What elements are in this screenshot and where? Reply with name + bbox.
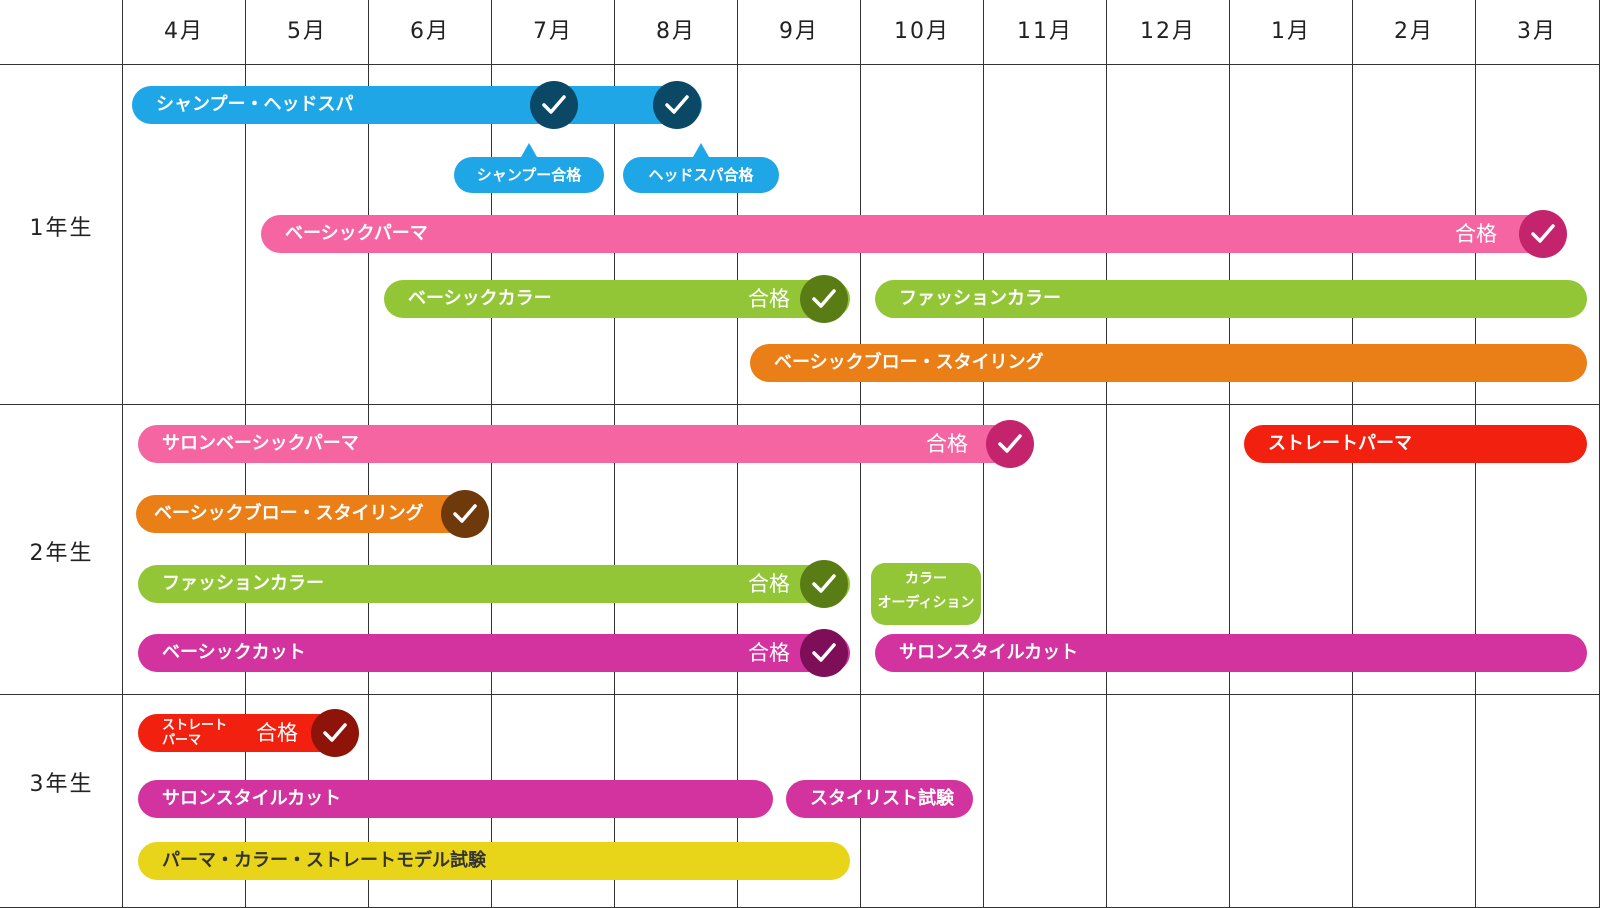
pass-label: 合格 (256, 721, 298, 745)
check-icon (530, 81, 578, 129)
month-label: 6月 (410, 19, 450, 44)
pass-label: 合格 (926, 432, 968, 456)
month-label: 1月 (1271, 19, 1311, 44)
check-icon (800, 560, 848, 608)
pass-label: 合格 (748, 641, 790, 665)
course-label: ベーシックパーマ (285, 223, 428, 244)
course-label: ベーシックカット (162, 642, 306, 663)
course-bar: ベーシックカラー 合格 (384, 280, 850, 318)
course-label: ファッションカラー (899, 288, 1061, 309)
course-bar: ファッションカラー 合格 (138, 565, 850, 603)
check-icon (800, 275, 848, 323)
course-label: パーマ・カラー・ストレートモデル試験 (162, 850, 486, 871)
course-label: ストレートパーマ (1268, 433, 1412, 454)
check-icon (653, 81, 701, 129)
month-label: 12月 (1140, 19, 1196, 44)
check-icon (441, 490, 489, 538)
month-label: 5月 (287, 19, 327, 44)
pass-label: 合格 (748, 287, 790, 311)
course-bar: ベーシックカット 合格 (138, 634, 850, 672)
year-label: 3年生 (29, 772, 94, 797)
course-bar: スタイリスト試験 (786, 780, 973, 818)
course-label: サロンスタイルカット (899, 642, 1079, 663)
grid-line (1106, 0, 1107, 908)
month-label: 3月 (1517, 19, 1557, 44)
grid-line (0, 404, 1600, 405)
pass-label: 合格 (748, 572, 790, 596)
course-label: サロンスタイルカット (162, 788, 342, 809)
pass-bubble: シャンプー合格 (454, 143, 604, 193)
course-bar: シャンプー・ヘッドスパ (132, 86, 702, 124)
course-label: ストレート パーマ (162, 718, 252, 748)
course-label: シャンプー・ヘッドスパ (156, 94, 354, 115)
course-bar: カラー オーディション (871, 563, 981, 625)
course-bar: ベーシックパーマ 合格 (261, 215, 1561, 253)
course-bar: サロンスタイルカット (875, 634, 1587, 672)
course-label-line: カラー (905, 571, 947, 587)
check-icon (1519, 210, 1567, 258)
course-label-line: オーディション (877, 595, 975, 611)
month-label: 9月 (779, 19, 819, 44)
course-label: スタイリスト試験 (810, 788, 954, 809)
grid-line (0, 694, 1600, 695)
month-label: 2月 (1394, 19, 1434, 44)
course-bar: ファッションカラー (875, 280, 1587, 318)
course-bar: サロンスタイルカット (138, 780, 773, 818)
course-label: サロンベーシックパーマ (162, 433, 359, 454)
course-label: カラー オーディション (871, 567, 981, 615)
pass-bubble: ヘッドスパ合格 (623, 143, 779, 193)
check-icon (986, 420, 1034, 468)
course-bar: ストレートパーマ (1244, 425, 1587, 463)
course-label: ベーシックカラー (408, 288, 552, 309)
month-label: 10月 (894, 19, 950, 44)
course-label-line: パーマ (162, 733, 202, 748)
check-icon (800, 629, 848, 677)
month-label: 7月 (533, 19, 573, 44)
year-label: 1年生 (29, 216, 94, 241)
check-icon (311, 709, 359, 757)
course-bar: ベーシックブロー・スタイリング (750, 344, 1587, 382)
course-label: ベーシックブロー・スタイリング (154, 503, 424, 524)
grid-line (0, 64, 1600, 65)
course-bar: パーマ・カラー・ストレートモデル試験 (138, 842, 850, 880)
pass-label: 合格 (1455, 222, 1497, 246)
year-label: 2年生 (29, 541, 94, 566)
course-bar: サロンベーシックパーマ 合格 (138, 425, 1028, 463)
month-label: 8月 (656, 19, 696, 44)
course-label-line: ストレート (162, 718, 228, 733)
course-label: ベーシックブロー・スタイリング (774, 352, 1044, 373)
grid-line (122, 0, 123, 908)
month-label: 11月 (1017, 19, 1073, 44)
grid-line (1229, 0, 1230, 908)
month-label: 4月 (164, 19, 204, 44)
course-label: ファッションカラー (162, 573, 324, 594)
course-bar: ベーシックブロー・スタイリング (136, 495, 486, 533)
